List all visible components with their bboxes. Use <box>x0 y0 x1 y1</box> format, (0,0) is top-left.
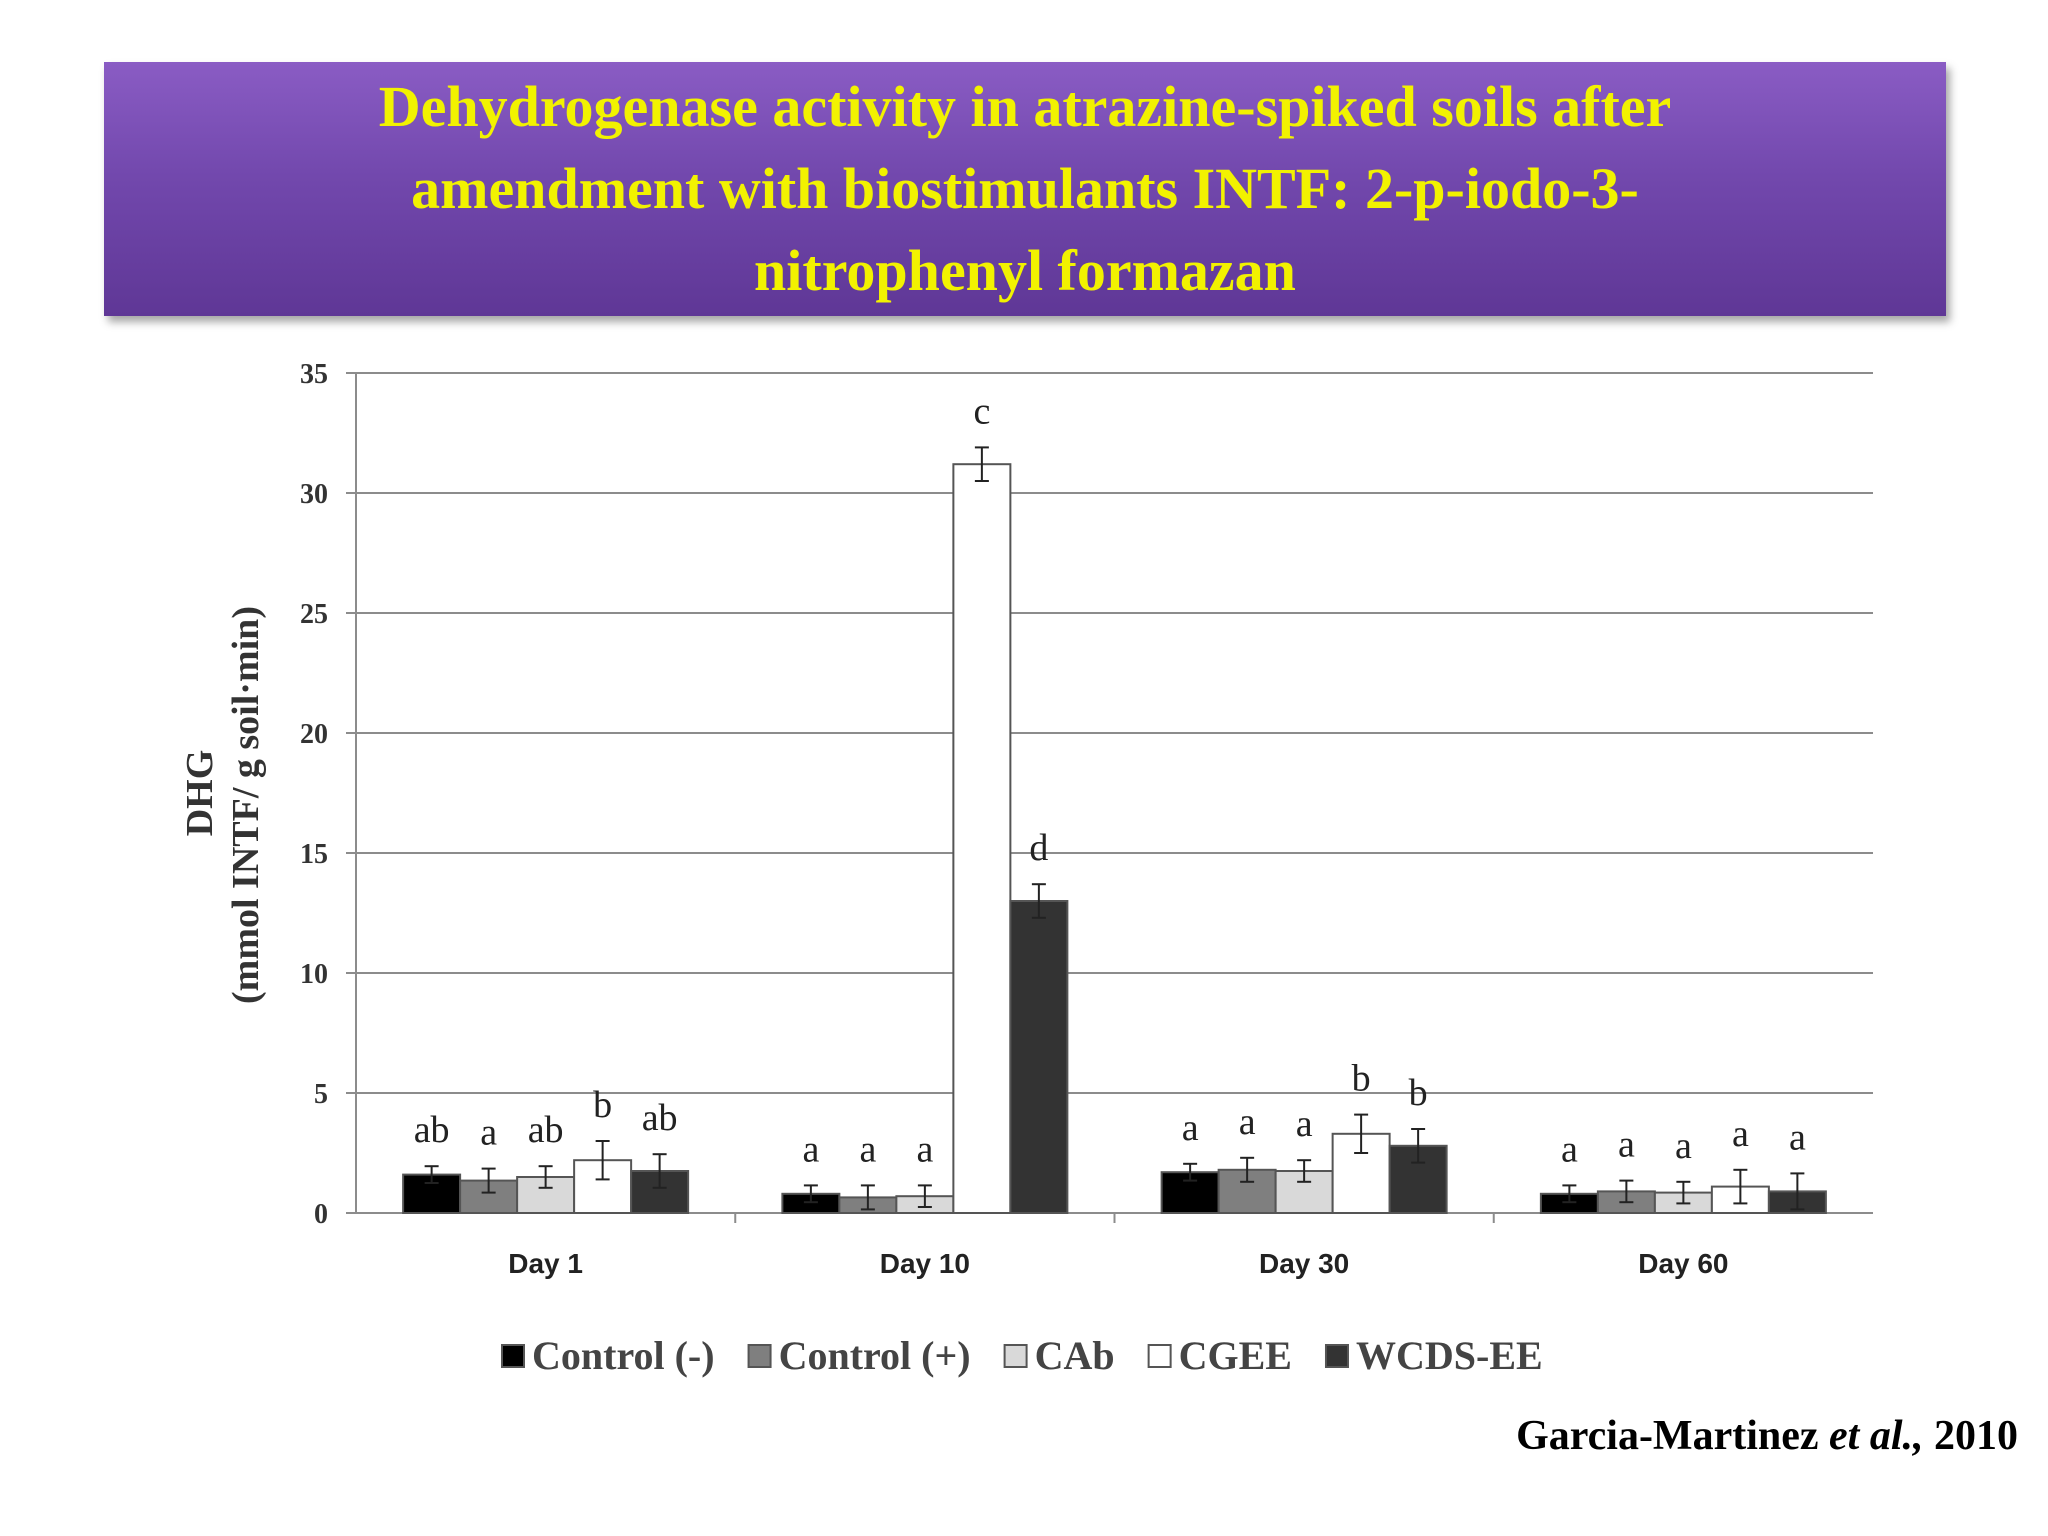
significance-letter: a <box>916 1128 933 1170</box>
legend: Control (-) Control (+) CAb CGEE WCDS-EE <box>501 1333 1543 1378</box>
citation-etal: et al., <box>1829 1413 1924 1459</box>
y-axis-label: DHG <box>179 750 221 837</box>
significance-letter: b <box>1352 1058 1371 1100</box>
x-category-label: Day 10 <box>880 1248 970 1279</box>
significance-letter: a <box>1296 1103 1313 1145</box>
legend-swatch <box>501 1344 525 1368</box>
significance-letter: a <box>859 1128 876 1170</box>
significance-letter: d <box>1029 827 1048 869</box>
slide-title: Dehydrogenase activity in atrazine-spike… <box>378 74 1672 303</box>
axes: 0 5 10 15 20 25 30 35 DHG (mmol INTF/ g soil·min)… <box>179 359 1873 1279</box>
y-tick-label: 20 <box>300 719 328 750</box>
y-tick-label: 10 <box>300 959 328 990</box>
significance-letter: a <box>802 1128 819 1170</box>
legend-label: Control (-) <box>532 1333 715 1378</box>
significance-letter: ab <box>642 1097 678 1139</box>
legend-label: CGEE <box>1179 1333 1292 1378</box>
legend-label: WCDS-EE <box>1356 1333 1543 1378</box>
citation-authors: Garcia-Martinez <box>1516 1413 1830 1459</box>
x-category-label: Day 1 <box>508 1248 583 1279</box>
x-category-label: Day 60 <box>1638 1248 1728 1279</box>
legend-swatch <box>1324 1344 1349 1368</box>
significance-letter: ab <box>528 1109 564 1151</box>
significance-letter: a <box>1239 1101 1256 1143</box>
significance-letter: a <box>1675 1125 1692 1167</box>
significance-letter: a <box>480 1112 497 1154</box>
citation: Garcia-Martinez et al., 2010 <box>1516 1412 2018 1460</box>
y-tick-label: 25 <box>300 599 328 630</box>
citation-year: 2010 <box>1923 1413 2018 1459</box>
title-banner: Dehydrogenase activity in atrazine-spike… <box>104 62 1946 316</box>
bar <box>1009 900 1069 1214</box>
bar <box>952 463 1012 1214</box>
y-tick-label: 15 <box>300 839 328 870</box>
y-tick-label: 35 <box>300 359 328 390</box>
y-tick-label: 0 <box>314 1199 328 1230</box>
x-category-label: Day 30 <box>1259 1248 1349 1279</box>
significance-letter: b <box>1409 1072 1428 1114</box>
legend-label: Control (+) <box>779 1333 971 1378</box>
significance-letter: a <box>1561 1128 1578 1170</box>
significance-letter: a <box>1618 1124 1635 1166</box>
significance-letter: b <box>593 1084 612 1126</box>
legend-label: CAb <box>1035 1333 1115 1378</box>
y-tick-label: 30 <box>300 479 328 510</box>
significance-letter: c <box>973 390 990 432</box>
bars <box>402 446 1827 1215</box>
legend-swatch <box>747 1344 772 1368</box>
gridlines <box>356 372 1873 1094</box>
significance-letter: a <box>1182 1107 1199 1149</box>
significance-letter: a <box>1789 1116 1806 1158</box>
y-axis-label-units: (mmol INTF/ g soil·min) <box>225 606 267 1004</box>
legend-swatch <box>1003 1344 1028 1368</box>
significance-letter: a <box>1732 1113 1749 1155</box>
legend-swatch <box>1147 1344 1172 1368</box>
y-tick-label: 5 <box>314 1079 328 1110</box>
significance-letter: ab <box>414 1109 450 1151</box>
